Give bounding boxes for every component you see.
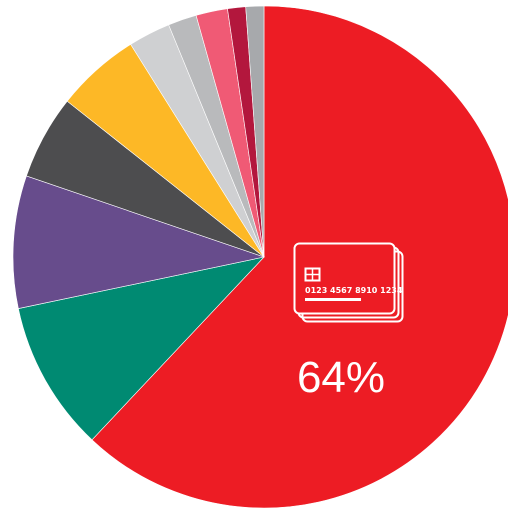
pie-slice-9: [245, 5, 265, 258]
card-number: 0123 4567 8910 1234: [305, 286, 403, 295]
card-stripe: [305, 298, 361, 301]
pie-slice-2: [12, 175, 266, 309]
chip-icon: [304, 267, 321, 282]
pie-slice-1: [18, 256, 265, 441]
pie-slices: [12, 5, 508, 508]
slice-percentage-label: 64%: [297, 353, 385, 402]
credit-card-icon: 0123 4567 8910 1234: [293, 242, 404, 323]
